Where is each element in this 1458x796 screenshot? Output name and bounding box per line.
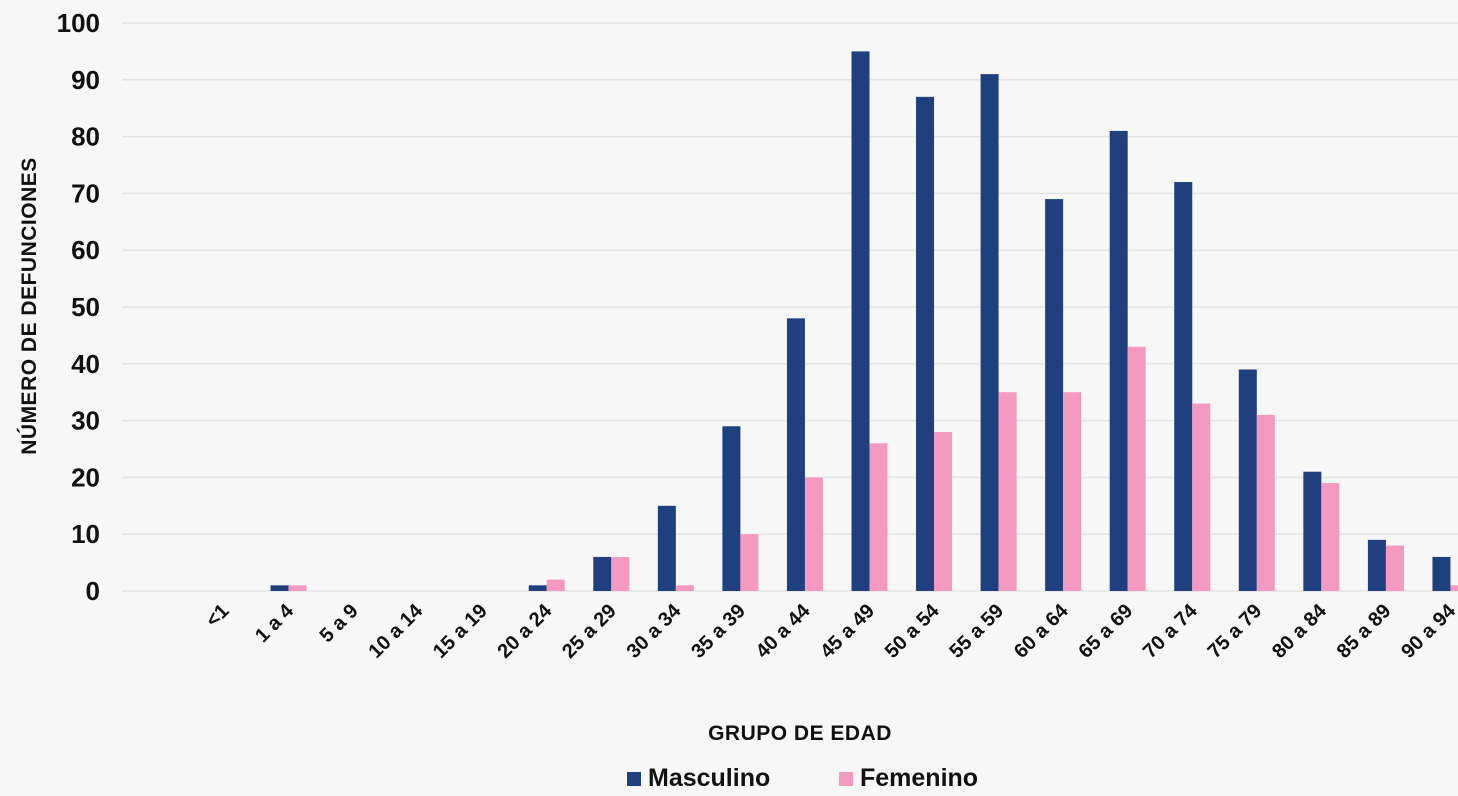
bar-masculino [593,556,612,591]
legend: Masculino Femenino [627,764,978,792]
x-axis-title: GRUPO DE EDAD [708,722,892,745]
x-tick-label: 90 a 94 [1397,599,1458,662]
bars [270,51,1458,592]
x-tick-label: 20 a 24 [494,599,557,662]
x-tick-label: 35 a 39 [687,600,750,663]
bar-femenino [675,585,694,591]
y-tick-label: 80 [71,122,100,152]
x-tick-label: 5 a 9 [316,600,363,647]
y-axis-title: NÚMERO DE DEFUNCIONES [17,157,41,455]
bar-femenino [546,579,565,591]
bar-femenino [1321,483,1340,591]
x-tick-label: 65 a 69 [1074,600,1137,663]
y-tick-label: 70 [71,178,100,208]
bar-masculino [1174,182,1193,592]
bar-femenino [288,585,307,591]
x-tick-label: 70 a 74 [1139,599,1202,662]
y-tick-label: 20 [71,462,100,492]
y-tick-label: 30 [71,406,100,436]
x-tick-label: 80 a 84 [1268,599,1331,662]
x-tick-label: <1 [202,600,234,632]
bar-masculino [528,585,547,591]
bar-femenino [1192,403,1211,591]
bar-femenino [1256,414,1275,591]
bar-femenino [804,477,823,591]
y-axis-ticks: 0 10 20 30 40 50 60 70 80 90 100 [57,8,100,606]
x-axis-ticks: <1 1 a 4 5 a 9 10 a 14 15 a 19 20 a 24 25 a 29… [202,599,1458,662]
bar-femenino [740,534,759,591]
bar-masculino [1109,130,1128,592]
bar-femenino [611,556,630,591]
y-tick-label: 10 [71,519,100,549]
bar-femenino [1450,585,1458,591]
y-tick-label: 60 [71,235,100,265]
bar-masculino [980,74,999,592]
legend-label-femenino: Femenino [860,764,978,791]
bar-masculino [1238,369,1257,591]
bar-masculino [270,585,289,591]
bar-femenino [998,392,1017,591]
bar-femenino [1127,346,1146,591]
x-tick-label: 15 a 19 [429,600,492,663]
bar-masculino [657,505,676,591]
x-tick-label: 50 a 54 [881,599,944,662]
bar-femenino [869,443,888,591]
x-tick-label: 45 a 49 [816,600,879,663]
x-tick-label: 75 a 79 [1204,600,1267,663]
x-tick-label: 55 a 59 [945,600,1008,663]
bar-masculino [786,318,805,591]
x-tick-label: 85 a 89 [1333,600,1396,663]
x-tick-label: 1 a 4 [251,599,299,647]
y-tick-label: 0 [86,576,100,606]
legend-swatch-femenino [839,772,853,786]
bar-masculino [1367,539,1386,591]
x-tick-label: 25 a 29 [558,600,621,663]
bar-femenino [1385,545,1404,591]
bar-femenino [934,431,953,591]
bar-masculino [1432,556,1451,591]
legend-label-masculino: Masculino [648,764,770,791]
y-tick-label: 40 [71,349,100,379]
x-tick-label: 40 a 44 [752,599,815,662]
bar-masculino [722,426,741,591]
bar-masculino [1303,471,1322,591]
bar-masculino [851,51,870,591]
y-tick-label: 90 [71,65,100,95]
legend-swatch-masculino [627,772,641,786]
x-tick-label: 10 a 14 [364,599,427,662]
bar-masculino [916,96,935,591]
y-tick-label: 50 [71,292,100,322]
x-tick-label: 30 a 34 [623,599,686,662]
x-tick-label: 60 a 64 [1010,599,1073,662]
bar-masculino [1045,199,1064,591]
y-tick-label: 100 [57,8,100,38]
bar-femenino [1063,392,1082,591]
